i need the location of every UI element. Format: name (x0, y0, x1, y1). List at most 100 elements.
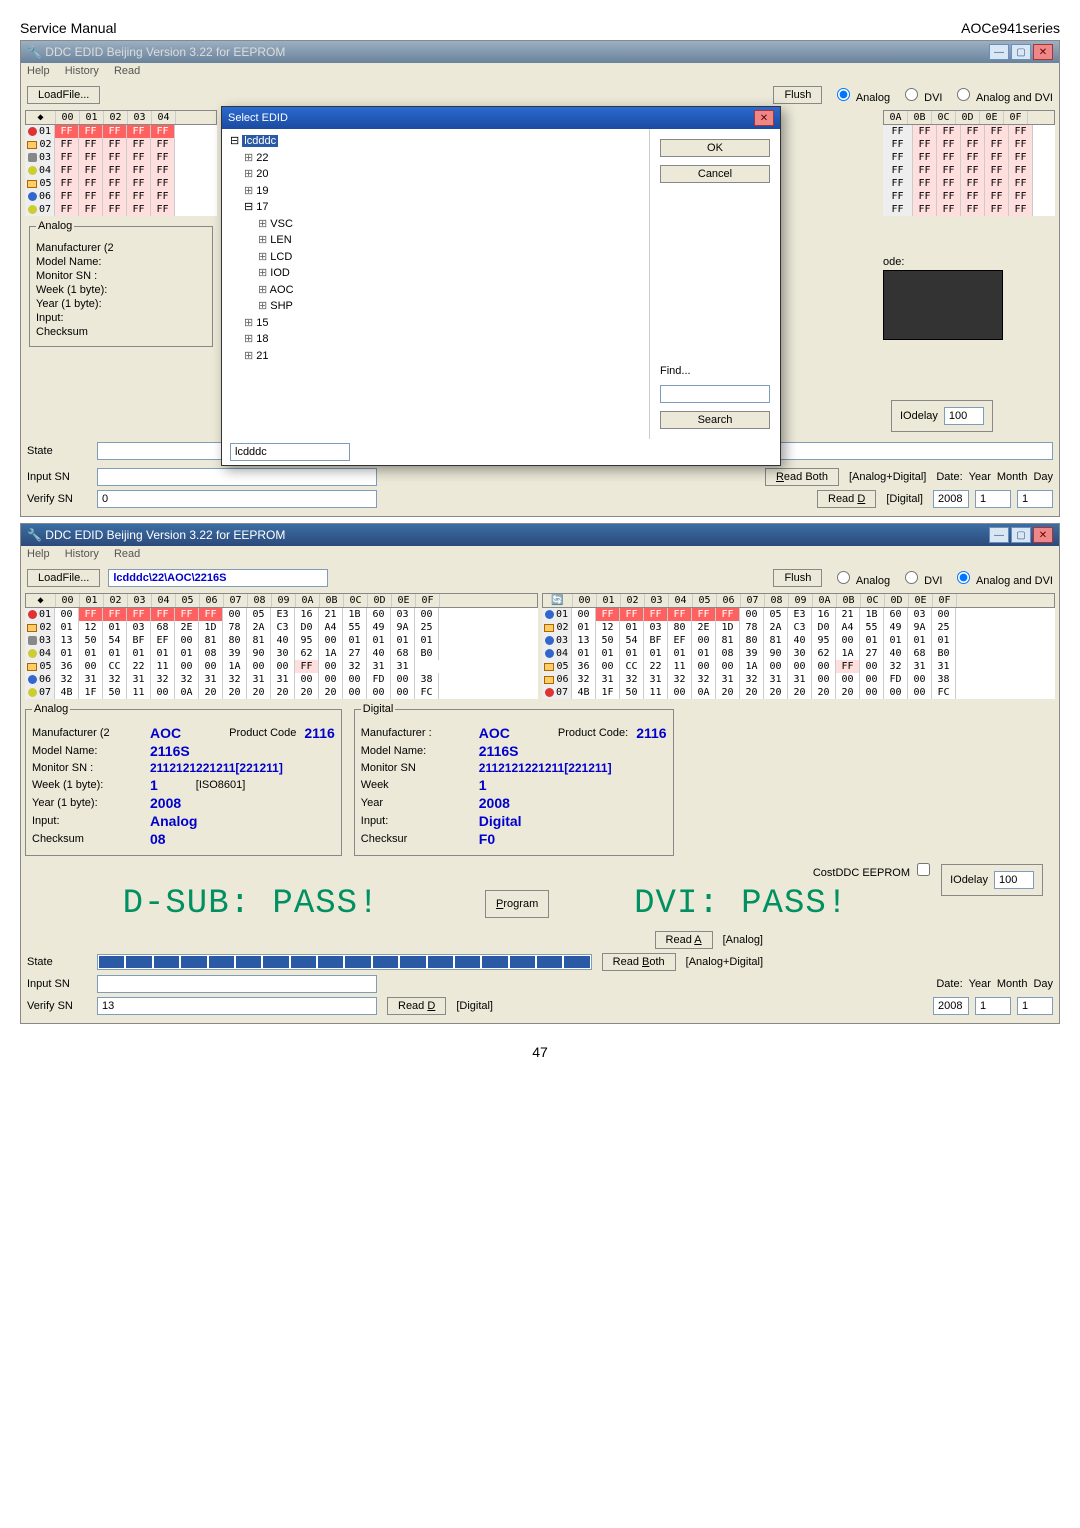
close-button[interactable]: ✕ (1033, 44, 1053, 60)
menu-help[interactable]: Help (27, 65, 50, 77)
d-cs: F0 (479, 831, 495, 847)
cancel-button[interactable]: Cancel (660, 165, 770, 183)
a-year-lbl: Year (1 byte): (32, 797, 142, 809)
input-sn-2[interactable] (97, 975, 377, 993)
close-button[interactable]: ✕ (1033, 527, 1053, 543)
d-week: 1 (479, 777, 487, 793)
tree-node[interactable]: 15 (244, 315, 641, 332)
lbl-input: Input: (36, 312, 146, 324)
tree-node[interactable]: SHP (258, 298, 641, 315)
iodelay-input[interactable] (944, 407, 984, 425)
a-model: 2116S (150, 743, 190, 759)
state-label-2: State (27, 956, 87, 968)
d-sn-lbl: Monitor SN (361, 762, 471, 774)
verify-sn[interactable] (97, 490, 377, 508)
tree-node[interactable]: LCD (258, 249, 641, 266)
dialog-bottom-input[interactable] (230, 443, 350, 461)
lbl-manufacturer: Manufacturer (2 (36, 242, 146, 254)
radio-analog[interactable]: Analog (832, 568, 890, 587)
path-input[interactable] (108, 569, 328, 587)
tree-node[interactable]: 18 (244, 331, 641, 348)
d-pc: 2116 (636, 725, 666, 741)
select-edid-dialog: Select EDID ✕ ⊟ lcdddc 22 20 19 ⊟ 17 VSC… (221, 106, 781, 466)
page-title-right: AOCe941series (961, 20, 1060, 36)
year-input-2[interactable] (933, 997, 969, 1015)
year-label-2: Year (969, 978, 991, 990)
costddc-checkbox[interactable] (917, 863, 930, 876)
day-label: Day (1033, 471, 1053, 483)
d-sn: 2112121221211[221211] (479, 761, 612, 775)
ok-button[interactable]: OK (660, 139, 770, 157)
page-title-left: Service Manual (20, 20, 117, 36)
read-a-button[interactable]: Read A (655, 931, 713, 949)
hex-header-left: ◆ 0001020304 (25, 110, 217, 125)
tree-node[interactable]: 19 (244, 183, 641, 200)
tree-node[interactable]: VSC (258, 216, 641, 233)
verify-sn-label: Verify SN (27, 493, 87, 505)
tree-node[interactable]: 20 (244, 166, 641, 183)
a-input-lbl: Input: (32, 815, 142, 827)
menu-read[interactable]: Read (114, 548, 140, 560)
read-d-button-2[interactable]: Read D (387, 997, 446, 1015)
maximize-button[interactable]: ▢ (1011, 44, 1031, 60)
d-model: 2116S (479, 743, 519, 759)
tree-node[interactable]: 21 (244, 348, 641, 365)
search-button[interactable]: Search (660, 411, 770, 429)
a-sn: 2112121221211[221211] (150, 761, 283, 775)
input-sn[interactable] (97, 468, 377, 486)
d-input-lbl: Input: (361, 815, 471, 827)
a-week: 1 (150, 777, 158, 793)
verify-sn-2[interactable] (97, 997, 377, 1015)
month-input[interactable] (975, 490, 1011, 508)
flush-button[interactable]: Flush (773, 86, 822, 104)
flush-button[interactable]: Flush (773, 569, 822, 587)
window-2: 🔧 DDC EDID Beijing Version 3.22 for EEPR… (20, 523, 1060, 1024)
radio-dvi[interactable]: DVI (900, 85, 942, 104)
hex-rows-right: FFFFFFFFFFFFFFFFFFFFFFFFFFFFFFFFFFFFFFFF… (883, 125, 1055, 216)
month-input-2[interactable] (975, 997, 1011, 1015)
date-label-2: Date: (936, 978, 962, 990)
menu-help[interactable]: Help (27, 548, 50, 560)
maximize-button[interactable]: ▢ (1011, 527, 1031, 543)
dsub-pass: D-SUB: PASS! (21, 879, 481, 929)
menu-read[interactable]: Read (114, 65, 140, 77)
radio-analog-dvi[interactable]: Analog and DVI (952, 568, 1053, 587)
program-button[interactable]: Program (485, 890, 549, 918)
a-week-note: [ISO8601] (196, 779, 246, 791)
tree-node[interactable]: 17 (256, 201, 268, 213)
read-d-button[interactable]: Read D (817, 490, 876, 508)
window-1: 🔧 DDC EDID Beijing Version 3.22 for EEPR… (20, 40, 1060, 517)
day-input[interactable] (1017, 490, 1053, 508)
state-label: State (27, 445, 87, 457)
radio-analog[interactable]: Analog (832, 85, 890, 104)
minimize-button[interactable]: — (989, 44, 1009, 60)
radio-dvi[interactable]: DVI (900, 568, 942, 587)
dialog-close-button[interactable]: ✕ (754, 110, 774, 126)
tree-node[interactable]: 22 (244, 150, 641, 167)
iodelay-input-2[interactable] (994, 871, 1034, 889)
loadfile-button[interactable]: LoadFile... (27, 569, 100, 587)
input-sn-label: Input SN (27, 471, 87, 483)
ode-display (883, 270, 1003, 340)
tree-root[interactable]: lcdddc (242, 135, 278, 147)
tree-node[interactable]: LEN (258, 232, 641, 249)
read-both-button[interactable]: Read Both (765, 468, 839, 486)
tree-node[interactable]: AOC (258, 282, 641, 299)
read-both-button-2[interactable]: Read Both (602, 953, 676, 971)
a-week-lbl: Week (1 byte): (32, 779, 142, 791)
find-label: Find... (660, 365, 770, 377)
radio-analog-dvi[interactable]: Analog and DVI (952, 85, 1053, 104)
tree-node[interactable]: IOD (258, 265, 641, 282)
minimize-button[interactable]: — (989, 527, 1009, 543)
edid-tree[interactable]: ⊟ lcdddc 22 20 19 ⊟ 17 VSC LEN LCD IOD A… (222, 129, 650, 439)
loadfile-button[interactable]: LoadFile... (27, 86, 100, 104)
day-input-2[interactable] (1017, 997, 1053, 1015)
titlebar-1: 🔧 DDC EDID Beijing Version 3.22 for EEPR… (21, 41, 1059, 63)
page-footer: 47 (20, 1044, 1060, 1060)
app-icon: 🔧 (27, 45, 42, 59)
lbl-model: Model Name: (36, 256, 146, 268)
menu-history[interactable]: History (65, 65, 99, 77)
find-input[interactable] (660, 385, 770, 403)
year-input[interactable] (933, 490, 969, 508)
menu-history[interactable]: History (65, 548, 99, 560)
